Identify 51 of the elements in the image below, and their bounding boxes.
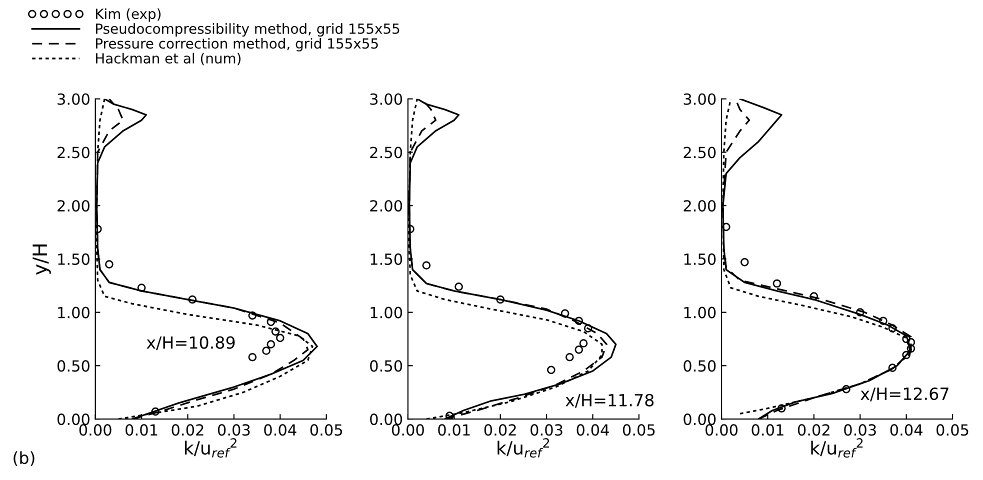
y-tick-label: 0.00: [684, 414, 716, 426]
y-tick-label: 2.00: [684, 200, 716, 212]
x-tick-label: 0.02: [484, 424, 516, 436]
x-tick-label: 0.00: [79, 424, 112, 436]
x-tick-label: 0.05: [936, 424, 968, 436]
x-tick-label: 0.01: [438, 424, 470, 436]
x-tick-label: 0.04: [890, 424, 922, 436]
x-tick-label: 0.02: [798, 424, 830, 436]
x-tick-label: 0.01: [126, 424, 158, 436]
y-tick-label: 2.50: [58, 146, 90, 158]
x-axis-title: k/u$_{ref}$$^{2}$: [498, 438, 550, 458]
y-tick-label: 1.50: [684, 253, 716, 265]
legend-label: Pseudocompressibility method, grid 155x55: [96, 23, 400, 37]
x-tick-label: 0.00: [392, 424, 424, 436]
y-tick-label: 1.50: [58, 253, 90, 265]
y-tick-label: 2.50: [370, 146, 402, 158]
y-tick-label: 2.00: [370, 200, 402, 212]
x-tick-label: 0.00: [706, 424, 738, 436]
x-tick-label: 0.01: [752, 424, 784, 436]
x-tick-label: 0.04: [264, 424, 296, 436]
x-tick-label: 0.03: [844, 424, 876, 436]
legend-label: Hackman et al (num): [96, 52, 241, 66]
annotation: x/H=11.78: [566, 394, 654, 408]
annotation: x/H=12.67: [860, 387, 948, 402]
y-tick-label: 3.00: [58, 93, 90, 105]
y-tick-label: 1.50: [370, 253, 402, 265]
x-axis-title: k/u$_{ref}$$^{2}$: [811, 438, 863, 458]
y-tick-label: 0.00: [57, 414, 90, 426]
x-axis-title: k/u$_{ref}$$^{2}$: [185, 438, 236, 458]
x-tick-label: 0.05: [310, 424, 342, 436]
x-tick-label: 0.02: [172, 424, 204, 436]
y-tick-label: 3.00: [684, 93, 716, 105]
y-axis-title: y/H: [32, 244, 51, 275]
annotation: x/H=10.89: [146, 336, 235, 350]
y-tick-label: 0.50: [684, 360, 716, 372]
x-tick-label: 0.05: [622, 424, 655, 436]
x-tick-label: 0.03: [530, 424, 562, 436]
text: (b): [14, 451, 34, 466]
y-tick-label: 1.00: [684, 306, 716, 318]
legend-label: Pressure correction method, grid 155x55: [96, 38, 378, 52]
y-tick-label: 1.00: [58, 306, 90, 318]
y-tick-label: 0.00: [370, 414, 402, 426]
y-tick-label: 2.00: [58, 200, 90, 212]
x-tick-label: 0.04: [576, 424, 609, 436]
y-tick-label: 0.50: [370, 360, 402, 372]
legend-label: Kim (exp): [96, 8, 161, 22]
x-tick-label: 0.03: [218, 424, 250, 436]
y-tick-label: 1.00: [370, 306, 402, 318]
y-tick-label: 0.50: [57, 360, 90, 372]
y-tick-label: 3.00: [370, 93, 402, 105]
y-tick-label: 2.50: [684, 146, 716, 158]
